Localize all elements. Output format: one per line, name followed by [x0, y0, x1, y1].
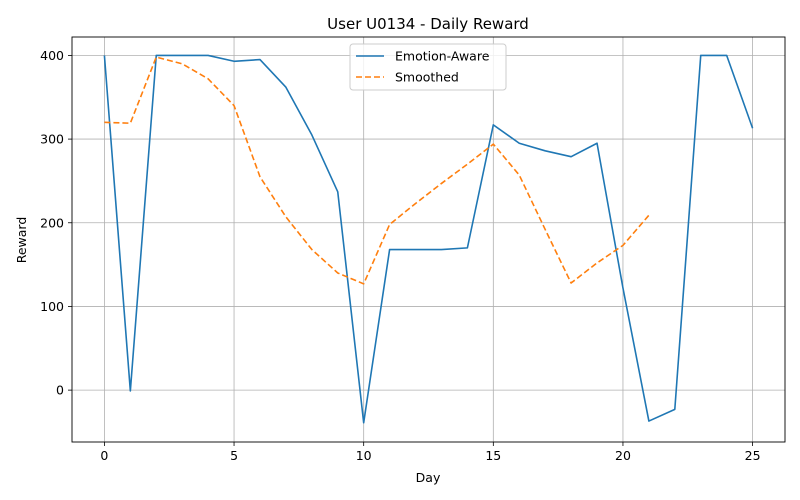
x-tick-label: 20 — [615, 448, 631, 463]
series-line-emotion-aware — [103, 54, 754, 424]
y-tick-label: 400 — [40, 48, 64, 63]
legend-label-smoothed: Smoothed — [395, 70, 459, 85]
x-tick-label: 10 — [356, 448, 372, 463]
series-line-smoothed — [104, 56, 650, 285]
legend: Emotion-Aware Smoothed — [349, 43, 507, 91]
plot-frame — [71, 36, 786, 443]
axis-ticks: 0 5 10 15 20 25 0 100 200 300 400 — [40, 48, 760, 463]
y-tick-label: 0 — [56, 383, 64, 398]
y-tick-label: 200 — [40, 215, 64, 230]
x-tick-label: 0 — [100, 448, 108, 463]
y-tick-label: 100 — [40, 299, 64, 314]
series-layer — [103, 54, 754, 424]
x-tick-label: 5 — [230, 448, 238, 463]
x-axis-title: Day — [416, 470, 441, 485]
legend-label-emotion-aware: Emotion-Aware — [395, 49, 490, 64]
y-tick-label: 300 — [40, 132, 64, 147]
grid — [72, 37, 785, 442]
chart-title: User U0134 - Daily Reward — [327, 15, 529, 33]
x-tick-label: 25 — [745, 448, 761, 463]
legend-box — [349, 43, 507, 91]
x-tick-label: 15 — [485, 448, 501, 463]
y-axis-title: Reward — [14, 217, 29, 264]
